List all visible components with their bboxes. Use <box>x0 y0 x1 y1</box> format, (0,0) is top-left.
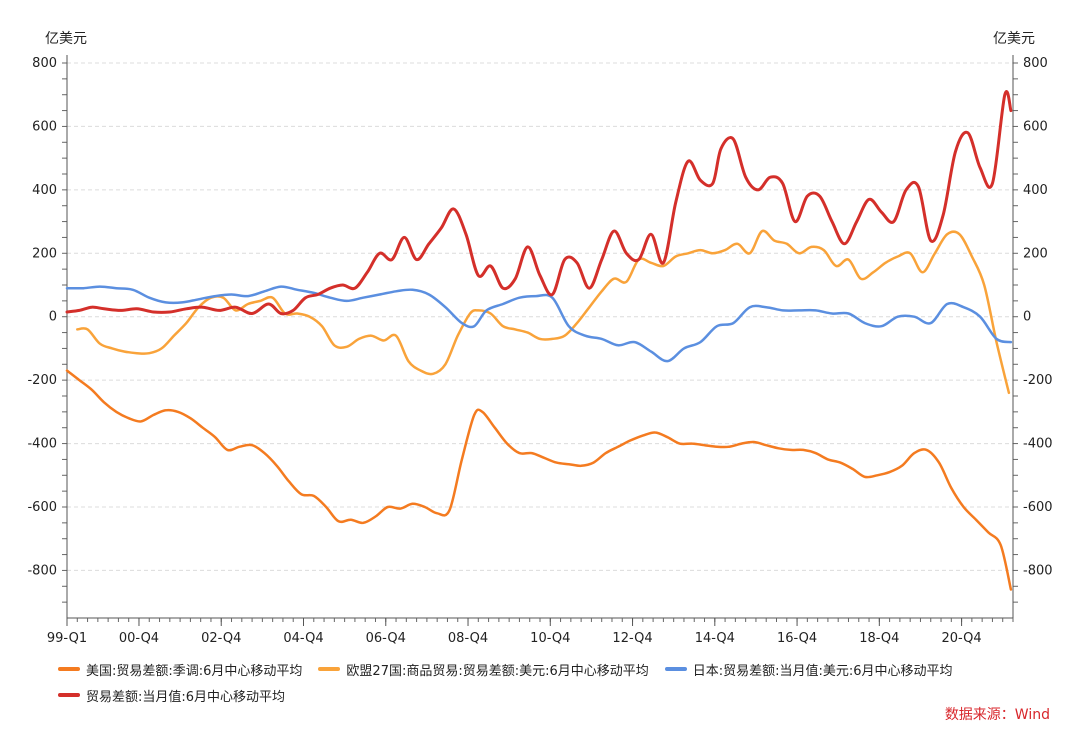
y-tick-label-left: -600 <box>27 500 57 515</box>
y-tick-label-right: 600 <box>1023 119 1048 134</box>
x-tick-label: 02-Q4 <box>201 631 241 646</box>
y-tick-label-left: 200 <box>32 246 57 261</box>
series-line-japan <box>65 285 1013 363</box>
x-tick-label: 10-Q4 <box>530 631 570 646</box>
legend-swatch-japan <box>664 667 687 671</box>
legend-item-trade: 贸易差额:当月值:6月中心移动平均 <box>58 686 285 705</box>
x-tick-label: 20-Q4 <box>941 631 981 646</box>
y-tick-label-left: -400 <box>27 437 57 452</box>
series-line-us <box>65 369 1013 591</box>
x-tick-label: 99-Q1 <box>47 631 87 646</box>
legend: 美国:贸易差额:季调:6月中心移动平均 欧盟27国:商品贸易:贸易差额:美元:6… <box>58 656 1048 708</box>
y-tick-label-right: 400 <box>1023 183 1048 198</box>
legend-swatch-us <box>58 667 80 671</box>
x-tick-label: 18-Q4 <box>859 631 899 646</box>
legend-label-us: 美国:贸易差额:季调:6月中心移动平均 <box>86 663 303 679</box>
x-tick-label: 06-Q4 <box>366 631 406 646</box>
x-tick-label: 00-Q4 <box>119 631 159 646</box>
x-tick-label: 14-Q4 <box>695 631 735 646</box>
legend-label-japan: 日本:贸易差额:当月值:美元:6月中心移动平均 <box>692 663 953 679</box>
line-chart: 800 800 600 600 400 400 200 200 0 0 -200 -200 -400 -4… <box>27 55 1053 646</box>
series-line-eu <box>76 229 1011 395</box>
y-tick-label-right: -400 <box>1023 437 1053 452</box>
legend-item-japan: 日本:贸易差额:当月值:美元:6月中心移动平均 <box>664 660 953 679</box>
y-tick-label-right: -600 <box>1023 500 1053 515</box>
legend-label-trade: 贸易差额:当月值:6月中心移动平均 <box>86 689 286 705</box>
y-tick-label-right: 200 <box>1023 246 1048 261</box>
x-tick-label: 12-Q4 <box>612 631 652 646</box>
y-tick-label-left: -800 <box>27 563 57 578</box>
series-line-trade <box>65 90 1013 316</box>
y-tick-label-left: 0 <box>49 310 57 325</box>
x-tick-label: 08-Q4 <box>448 631 488 646</box>
y-tick-label-left: -200 <box>27 373 57 388</box>
legend-label-eu: 欧盟27国:商品贸易:贸易差额:美元:6月中心移动平均 <box>346 663 649 679</box>
y-tick-label-left: 800 <box>32 56 57 71</box>
y-tick-label-right: -800 <box>1023 563 1053 578</box>
y-tick-label-right: 0 <box>1023 310 1031 325</box>
y-tick-label-right: 800 <box>1023 56 1048 71</box>
y-tick-label-left: 600 <box>32 119 57 134</box>
x-tick-label: 16-Q4 <box>777 631 817 646</box>
y-tick-label-right: -200 <box>1023 373 1053 388</box>
right-axis-unit: 亿美元 <box>993 31 1035 47</box>
legend-item-us: 美国:贸易差额:季调:6月中心移动平均 <box>58 660 302 679</box>
x-tick-label: 04-Q4 <box>283 631 323 646</box>
left-axis-unit: 亿美元 <box>45 31 87 47</box>
y-tick-label-left: 400 <box>32 183 57 198</box>
legend-item-eu: 欧盟27国:商品贸易:贸易差额:美元:6月中心移动平均 <box>318 660 649 679</box>
data-source: 数据来源：Wind <box>944 707 1050 723</box>
legend-swatch-trade <box>58 693 80 697</box>
legend-swatch-eu <box>318 667 341 671</box>
